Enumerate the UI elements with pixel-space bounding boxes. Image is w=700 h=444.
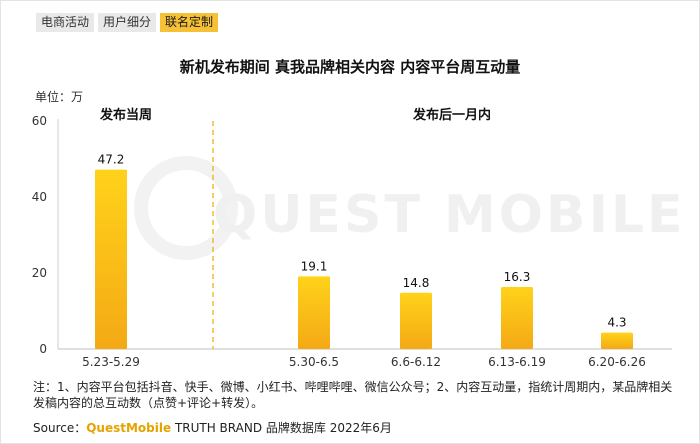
x-tick-label: 6.20-6.26 <box>588 355 646 369</box>
bar <box>95 169 127 349</box>
data-label: 19.1 <box>301 259 328 273</box>
tab-bar: 电商活动 用户细分 联名定制 <box>36 13 219 32</box>
data-label: 4.3 <box>607 316 626 330</box>
source-line: Source：QuestMobile TRUTH BRAND 品牌数据库 202… <box>33 419 392 436</box>
x-axis-ticks: 5.23-5.29 5.30-6.5 6.6-6.12 6.13-6.19 6.20-6… <box>82 355 646 369</box>
data-label: 16.3 <box>504 270 531 284</box>
unit-label: 单位：万 <box>35 90 84 104</box>
data-labels: 47.2 19.1 14.8 16.3 4.3 <box>98 153 627 330</box>
bar <box>400 292 432 349</box>
y-tick-label: 60 <box>32 114 47 128</box>
data-label: 14.8 <box>403 276 430 290</box>
y-tick-label: 20 <box>32 266 47 280</box>
tab-user-segments[interactable]: 用户细分 <box>98 13 157 32</box>
bar-series <box>95 169 633 349</box>
group-label-launch-week: 发布当周 <box>99 107 152 123</box>
x-tick-label: 5.23-5.29 <box>82 355 140 369</box>
data-label: 47.2 <box>98 153 125 167</box>
source-prefix: Source： <box>33 421 87 435</box>
bar <box>601 332 633 349</box>
y-axis-ticks: 0 20 40 60 <box>32 114 47 356</box>
group-label-post-launch-month: 发布后一月内 <box>412 107 491 123</box>
bar <box>298 276 330 349</box>
footnote: 注：1、内容平台包括抖音、快手、微博、小红书、哔哩哔哩、微信公众号；2、内容互动… <box>33 380 673 410</box>
y-tick-label: 0 <box>39 342 47 356</box>
source-suffix: TRUTH BRAND 品牌数据库 2022年6月 <box>171 421 392 435</box>
tab-co-branding[interactable]: 联名定制 <box>160 13 219 32</box>
source-brand: QuestMobile <box>86 421 172 435</box>
x-tick-label: 6.13-6.19 <box>488 355 546 369</box>
tab-ecommerce-events[interactable]: 电商活动 <box>36 13 95 32</box>
x-tick-label: 5.30-6.5 <box>289 355 339 369</box>
bar <box>501 287 533 349</box>
y-tick-label: 40 <box>32 190 47 204</box>
watermark-text: QUEST MOBILE <box>213 185 686 245</box>
x-tick-label: 6.6-6.12 <box>391 355 441 369</box>
chart-title: 新机发布期间 真我品牌相关内容 内容平台周互动量 <box>179 58 521 76</box>
